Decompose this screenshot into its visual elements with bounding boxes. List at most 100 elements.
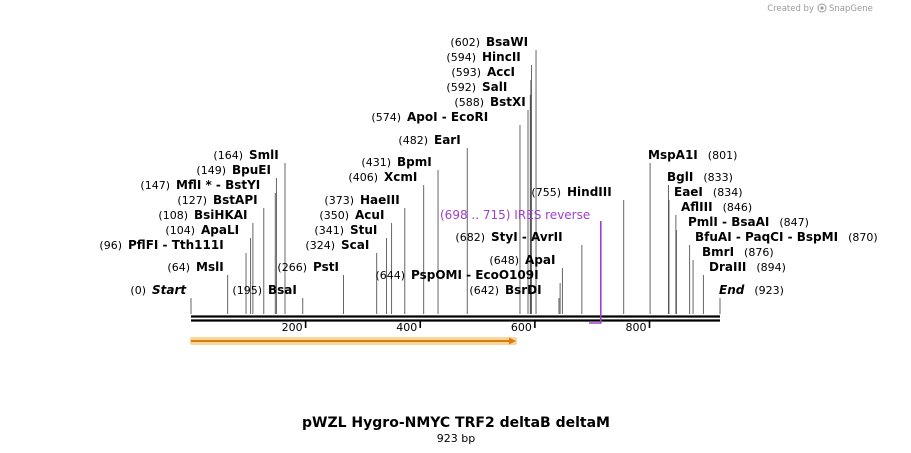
tick-200: 200 [282, 321, 307, 334]
site-xcmi[interactable]: (406) XcmI [348, 170, 417, 184]
site-bsai[interactable]: (195) BsaI [232, 283, 296, 297]
site-bsrdi[interactable]: (642) BsrDI [469, 283, 541, 297]
site-bgli[interactable]: (833) BglI [667, 170, 733, 184]
site-position: (350) [319, 209, 349, 222]
site-leader-lines [190, 50, 721, 314]
site-mfli[interactable]: (147) MflI * - BstYI [140, 178, 260, 192]
tick-600: 600 [511, 321, 536, 334]
site-enzyme-name: ApaI [525, 253, 555, 267]
site-psti[interactable]: (266) PstI [277, 260, 339, 274]
site-enzyme-name: HaeIII [360, 193, 400, 207]
orf-arrow-head [508, 337, 516, 345]
site-position: (592) [446, 81, 476, 94]
site-afliii[interactable]: (846) AflIII [681, 200, 752, 214]
site-eaei[interactable]: (834) EaeI [674, 185, 743, 199]
site-hincii[interactable]: (594) HincII [446, 50, 520, 64]
site-enzyme-name: EarI [434, 133, 461, 147]
site-enzyme-name: BmrI [702, 245, 734, 259]
site-position: (324) [305, 239, 335, 252]
site-enzyme-name: EaeI [674, 185, 703, 199]
site-position: (876) [744, 246, 774, 259]
site-position: (644) [375, 269, 405, 282]
snapgene-logo-dot [820, 6, 824, 10]
site-bmri[interactable]: (876) BmrI [702, 245, 774, 259]
site-scai[interactable]: (324) ScaI [305, 238, 369, 252]
site-position: (801) [708, 149, 738, 162]
site-bsihkai[interactable]: (108) BsiHKAI [158, 208, 247, 222]
site-acui[interactable]: (350) AcuI [319, 208, 384, 222]
feature-ires-label: (698 .. 715) IRES reverse [440, 208, 590, 222]
site-enzyme-name: PstI [313, 260, 339, 274]
site-bfuai[interactable]: (870) BfuAI - PaqCI - BspMI [695, 230, 878, 244]
site-position: (104) [165, 224, 195, 237]
ruler-ticks: 200 400 600 800 [282, 321, 651, 334]
site-mspa1i[interactable]: (801) MspA1I [648, 148, 737, 162]
site-eari[interactable]: (482) EarI [398, 133, 460, 147]
site-bpmi[interactable]: (431) BpmI [361, 155, 431, 169]
site-position: (847) [779, 216, 809, 229]
site-apali[interactable]: (104) ApaLI [165, 223, 239, 237]
site-position: (266) [277, 261, 307, 274]
site-styi[interactable]: (682) StyI - AvrII [455, 230, 562, 244]
site-pspomi[interactable]: (644) PspOMI - EcoO109I [375, 268, 538, 282]
site-position: (195) [232, 284, 262, 297]
site-enzyme-name: MspA1I [648, 148, 698, 162]
site-enzyme-name: Start [152, 283, 187, 297]
site-position: (594) [446, 51, 476, 64]
site-pflfi[interactable]: (96) PflFI - Tth111I [99, 238, 223, 252]
site-enzyme-name: BsaWI [486, 35, 528, 49]
site-bstapi[interactable]: (127) BstAPI [177, 193, 257, 207]
site-end[interactable]: (923) End [719, 283, 784, 297]
site-enzyme-name: BsaI [268, 283, 297, 297]
site-enzyme-name: DraIII [709, 260, 746, 274]
site-enzyme-name: PflFI - Tth111I [128, 238, 224, 252]
site-position: (846) [723, 201, 753, 214]
site-position: (127) [177, 194, 207, 207]
site-smli[interactable]: (164) SmlI [213, 148, 278, 162]
site-enzyme-name: AflIII [681, 200, 713, 214]
site-position: (406) [348, 171, 378, 184]
site-apai[interactable]: (648) ApaI [489, 253, 555, 267]
site-sali[interactable]: (592) SalI [446, 80, 507, 94]
site-position: (834) [713, 186, 743, 199]
feature-ires-marker [589, 221, 602, 324]
site-position: (431) [361, 156, 391, 169]
site-acci[interactable]: (593) AccI [451, 65, 515, 79]
site-position: (64) [167, 261, 190, 274]
site-enzyme-name: BfuAI - PaqCI - BspMI [695, 230, 838, 244]
tick-label: 800 [626, 321, 647, 334]
site-position: (149) [196, 164, 226, 177]
site-bstxi[interactable]: (588) BstXI [454, 95, 525, 109]
site-enzyme-name: PmlI - BsaAI [688, 215, 769, 229]
site-stui[interactable]: (341) StuI [314, 223, 377, 237]
site-position: (341) [314, 224, 344, 237]
feature-ires-reverse[interactable]: (698 .. 715) IRES reverse [440, 208, 602, 324]
site-enzyme-name: BpuEI [232, 163, 271, 177]
site-position: (833) [703, 171, 733, 184]
site-bpuei[interactable]: (149) BpuEI [196, 163, 271, 177]
tick-800: 800 [626, 321, 651, 334]
site-enzyme-name: ApoI - EcoRI [407, 110, 488, 124]
site-start[interactable]: (0) Start [130, 283, 187, 297]
orf-arrow[interactable] [190, 337, 517, 345]
site-position: (0) [130, 284, 146, 297]
dna-backbone [191, 315, 720, 322]
site-hindiii[interactable]: (755) HindIII [531, 185, 611, 199]
site-position: (482) [398, 134, 428, 147]
site-position: (682) [455, 231, 485, 244]
site-mslI[interactable]: (64) MslI [167, 260, 223, 274]
tick-label: 400 [396, 321, 417, 334]
site-enzyme-name: PspOMI - EcoO109I [411, 268, 539, 282]
site-haeiii[interactable]: (373) HaeIII [324, 193, 399, 207]
site-enzyme-name: BsrDI [505, 283, 542, 297]
site-enzyme-name: BglI [667, 170, 693, 184]
site-enzyme-name: BstAPI [213, 193, 258, 207]
site-enzyme-name: ApaLI [201, 223, 239, 237]
site-apoi[interactable]: (574) ApoI - EcoRI [371, 110, 488, 124]
site-position: (870) [848, 231, 878, 244]
site-draiii[interactable]: (894) DraIII [709, 260, 786, 274]
site-pmli[interactable]: (847) PmlI - BsaAI [688, 215, 809, 229]
site-bsawi[interactable]: (602) BsaWI [450, 35, 528, 49]
site-enzyme-name: SalI [482, 80, 507, 94]
tick-400: 400 [396, 321, 422, 334]
